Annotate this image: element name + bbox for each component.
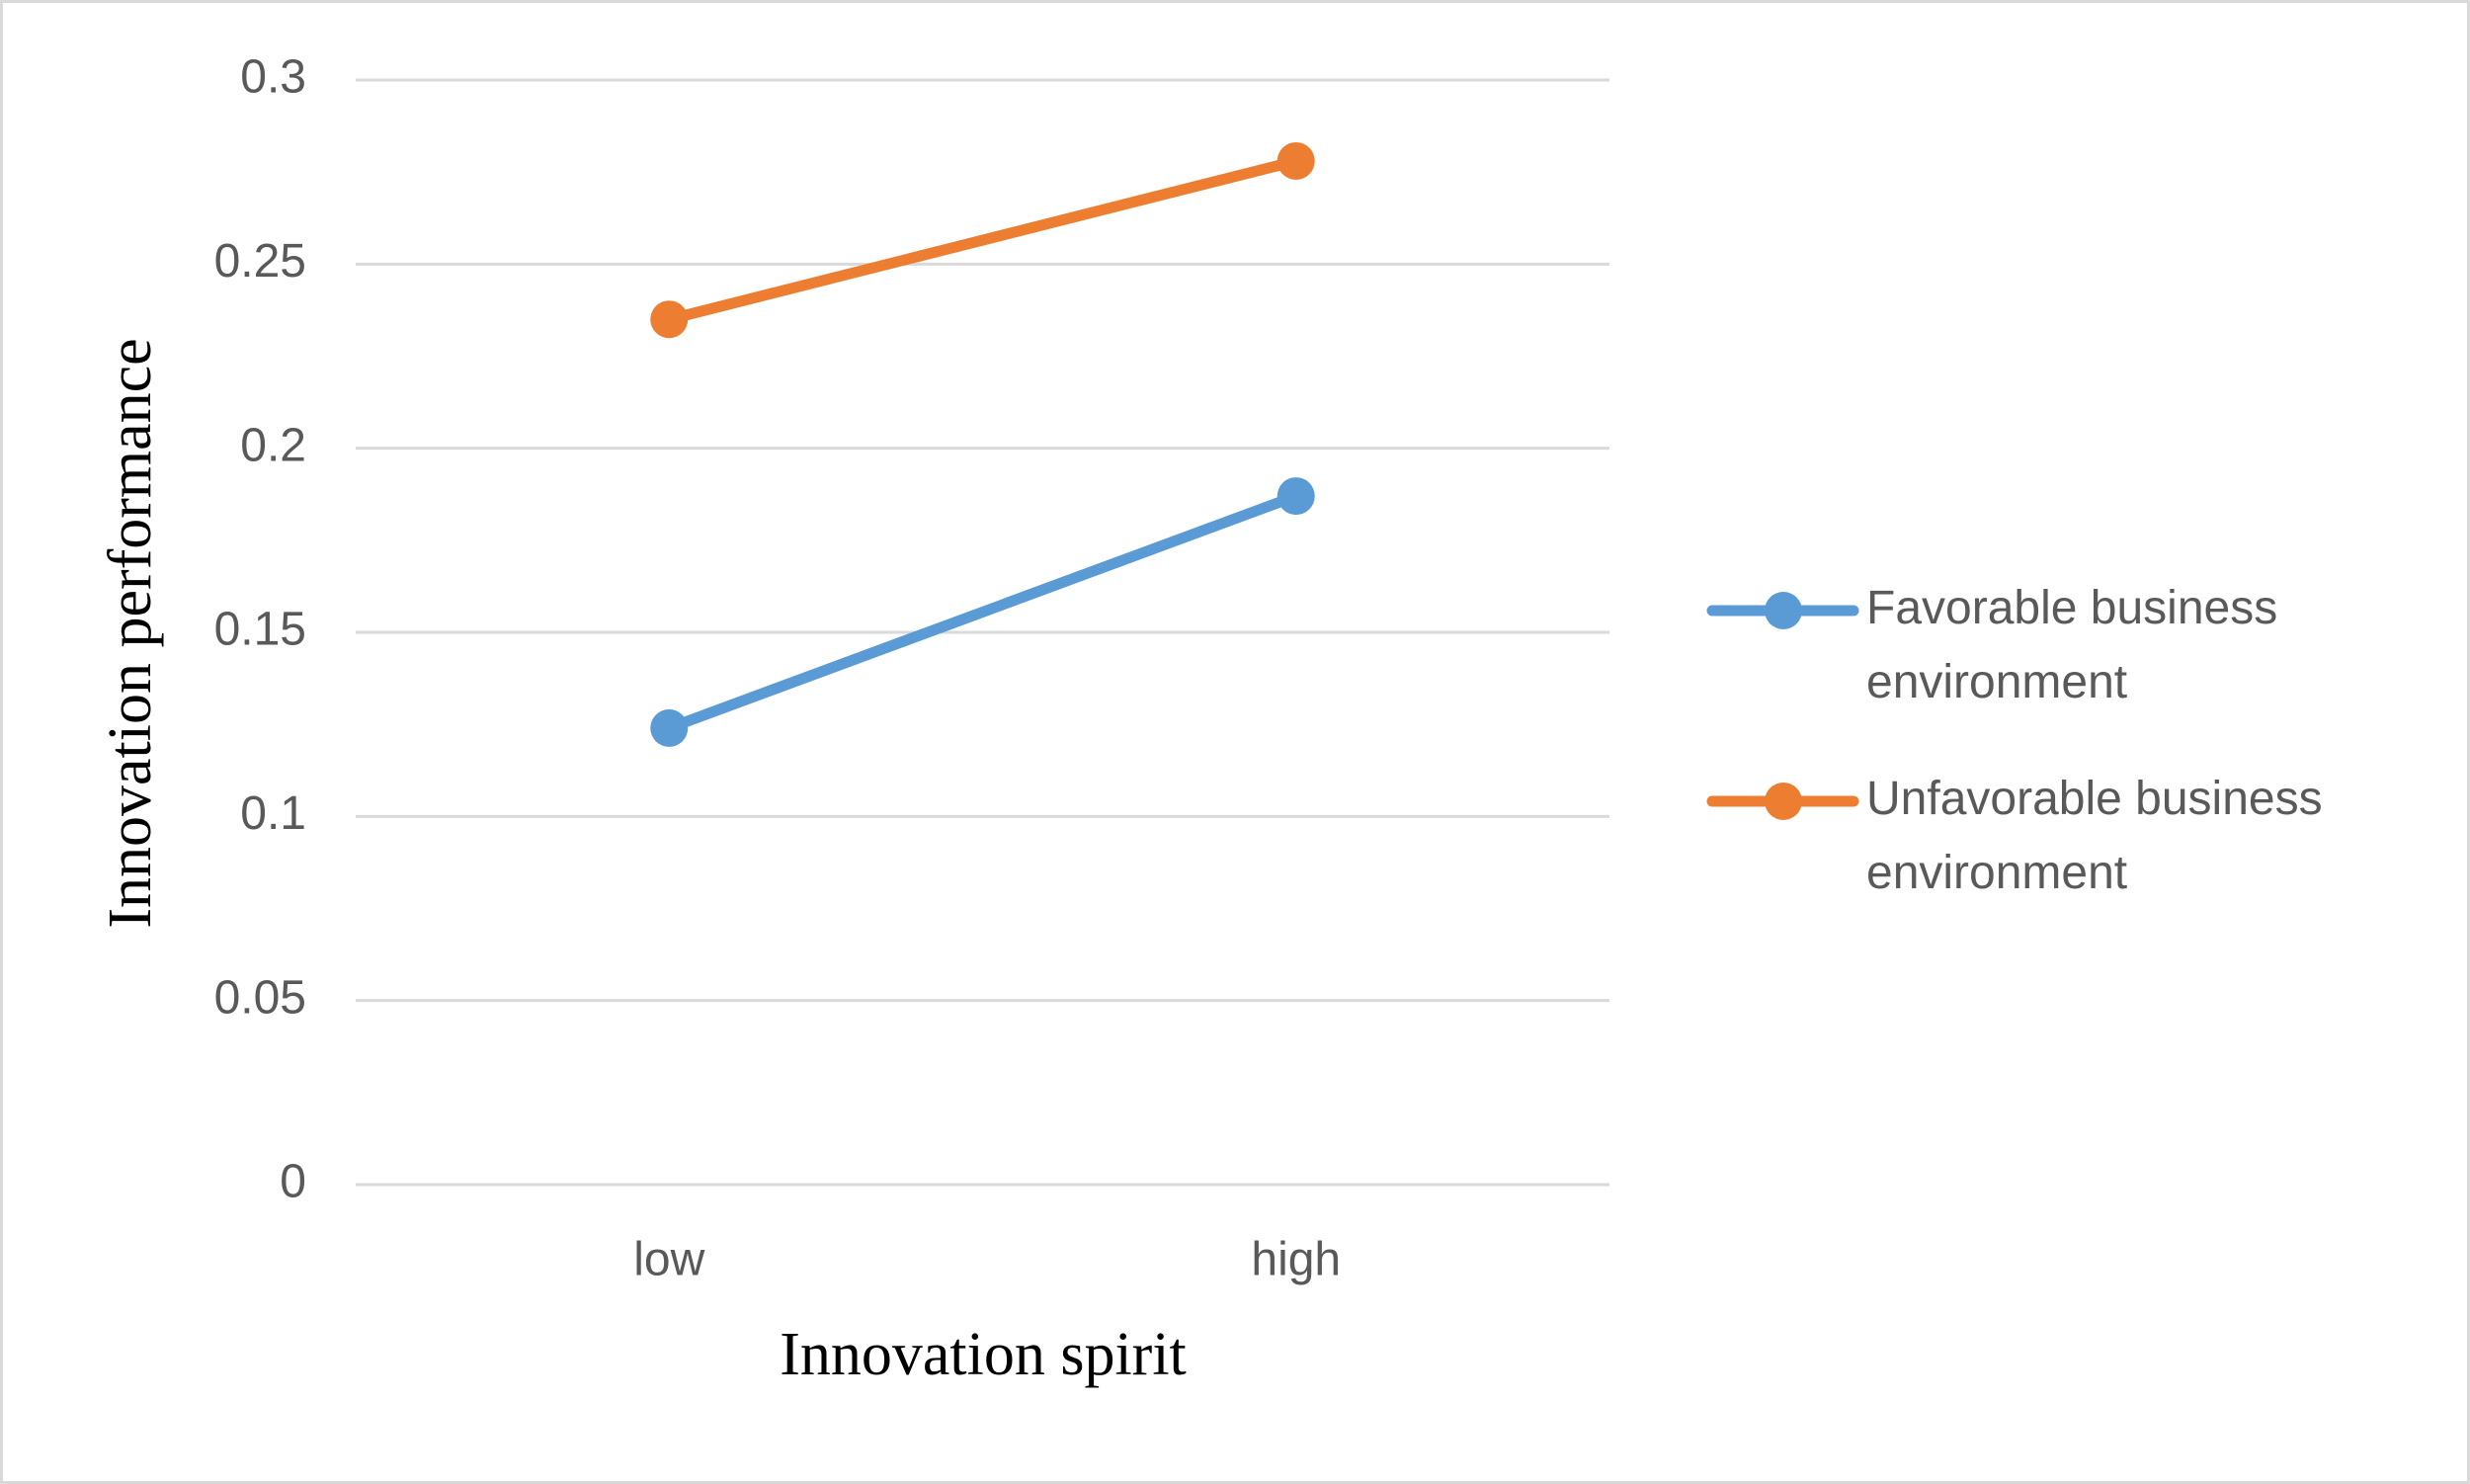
data-point <box>650 708 689 747</box>
legend-marker <box>1765 783 1802 820</box>
legend-marker <box>1765 592 1802 629</box>
series-line <box>663 155 1302 325</box>
y-tick-label: 0.1 <box>240 787 306 840</box>
series-line <box>663 490 1302 734</box>
y-tick-label: 0.05 <box>214 971 306 1024</box>
x-axis-title: Innovation spirit <box>780 1321 1187 1388</box>
y-tick-label: 0 <box>280 1156 306 1208</box>
x-tick-label: high <box>1251 1234 1341 1286</box>
y-tick-label: 0.3 <box>240 51 306 104</box>
y-axis-title: Innovation performance <box>97 338 164 928</box>
legend-label: Favorable business environment <box>1866 582 2278 708</box>
data-point <box>1276 477 1315 516</box>
chart-svg: Innovation spirit Innovation performance… <box>97 51 1859 1388</box>
data-point <box>650 300 689 339</box>
y-tick-label: 0.15 <box>214 604 306 656</box>
x-tick-label: low <box>633 1234 704 1286</box>
data-point <box>1276 141 1315 180</box>
y-tick-label: 0.2 <box>240 419 306 471</box>
y-tick-label: 0.25 <box>214 235 306 288</box>
legend-label: Unfavorable business environment <box>1866 773 2323 899</box>
